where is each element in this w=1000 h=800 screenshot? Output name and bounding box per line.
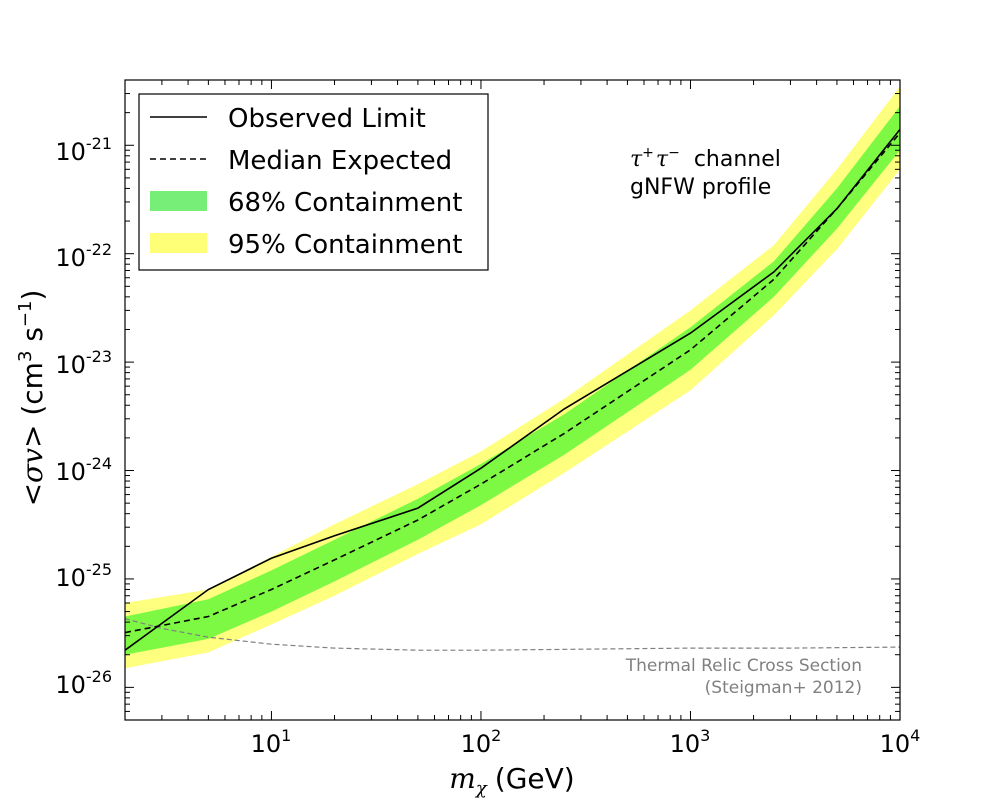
legend-label-median: Median Expected bbox=[228, 146, 452, 176]
plot-frame bbox=[124, 79, 901, 721]
x-tick-label: 102 bbox=[461, 726, 502, 758]
y-tick-label: 10-24 bbox=[55, 454, 112, 486]
x-tick-label: 104 bbox=[880, 726, 921, 758]
legend-68-swatch bbox=[150, 191, 207, 211]
x-tick-label: 103 bbox=[670, 726, 711, 758]
legend: Observed Limit Median Expected 68% Conta… bbox=[138, 93, 489, 271]
channel-annotation: τ+τ− channel bbox=[630, 145, 781, 172]
axis-ticks bbox=[124, 79, 901, 721]
thermal-relic-line bbox=[125, 618, 900, 651]
y-tick-label: 10-21 bbox=[55, 134, 112, 166]
x-axis-label: mχ (GeV) bbox=[449, 762, 574, 799]
legend-95-swatch bbox=[150, 233, 207, 253]
y-tick-label: 10-26 bbox=[55, 667, 112, 699]
y-tick-label: 10-25 bbox=[55, 560, 112, 592]
y-tick-label: 10-22 bbox=[55, 240, 112, 272]
median-expected-line bbox=[125, 132, 900, 634]
y-axis-label: <σv> (cm3 s−1) bbox=[15, 290, 49, 507]
relic-label-line2: (Steigman+ 2012) bbox=[705, 678, 862, 698]
x-tick-label: 101 bbox=[251, 726, 292, 758]
y-tick-label: 10-23 bbox=[55, 347, 112, 379]
legend-label-95: 95% Containment bbox=[228, 230, 462, 260]
profile-annotation: gNFW profile bbox=[630, 175, 771, 200]
legend-label-68: 68% Containment bbox=[228, 188, 462, 218]
legend-label-observed: Observed Limit bbox=[228, 104, 426, 134]
relic-label-line1: Thermal Relic Cross Section bbox=[625, 656, 862, 676]
observed-limit-line bbox=[125, 128, 900, 651]
